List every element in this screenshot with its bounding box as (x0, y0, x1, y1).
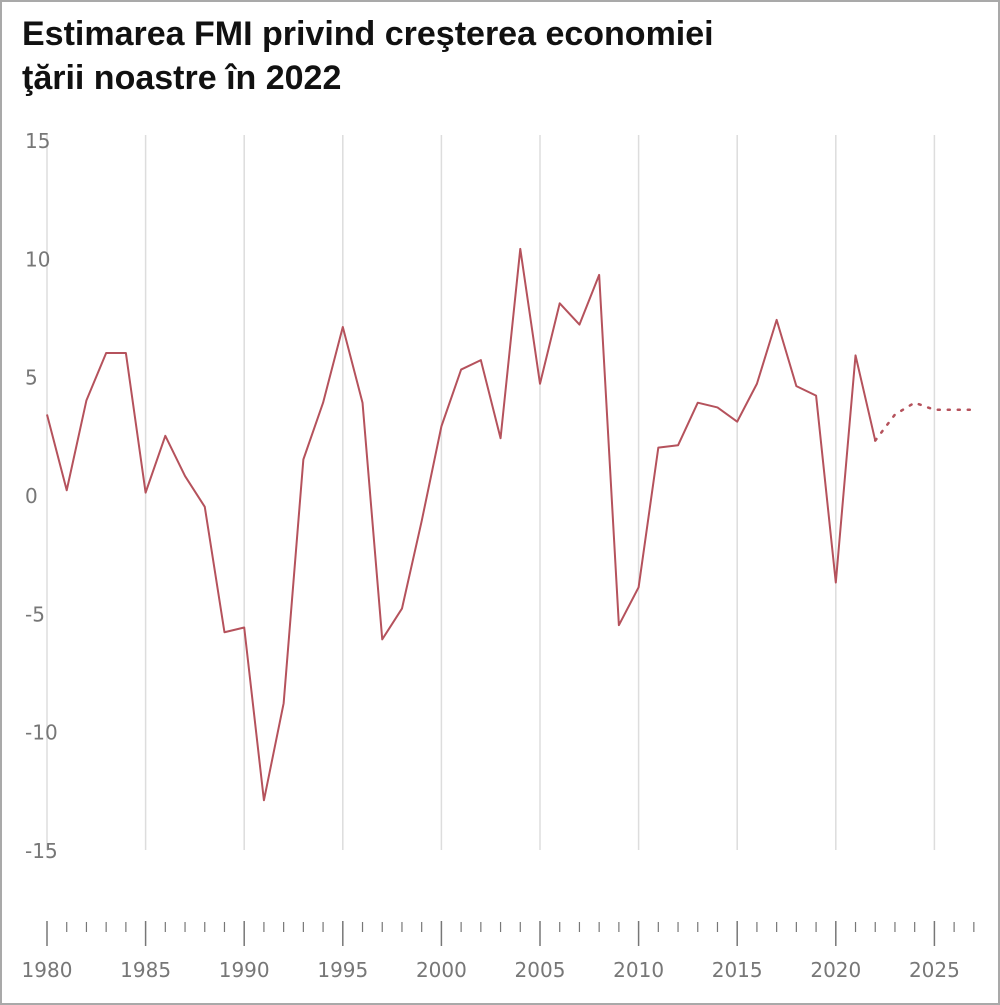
title-line-1: Estimarea FMI privind creşterea economie… (22, 15, 714, 53)
chart-title: Estimarea FMI privind creşterea economie… (22, 12, 922, 100)
x-tick-label: 1995 (317, 958, 368, 982)
x-tick-label: 2020 (810, 958, 861, 982)
x-tick-label: 2000 (416, 958, 467, 982)
y-tick-label: 10 (25, 247, 50, 271)
x-tick-label: 2015 (712, 958, 763, 982)
title-line-2: ţării noastre în 2022 (22, 59, 342, 97)
y-tick-label: -10 (25, 721, 58, 745)
x-tick-label: 2005 (515, 958, 566, 982)
x-tick-label: 2010 (613, 958, 664, 982)
y-tick-label: -5 (25, 602, 45, 626)
y-tick-label: 0 (25, 484, 38, 508)
growth-line (46, 247, 877, 802)
x-tick-label: 1990 (219, 958, 270, 982)
x-tick-label: 1985 (120, 958, 171, 982)
x-tick-label: 2025 (909, 958, 960, 982)
y-tick-label: 5 (25, 366, 38, 390)
y-tick-label: -15 (25, 839, 58, 863)
projection-line (873, 401, 976, 442)
x-tick-label: 1980 (22, 958, 73, 982)
y-tick-label: 15 (25, 129, 50, 153)
